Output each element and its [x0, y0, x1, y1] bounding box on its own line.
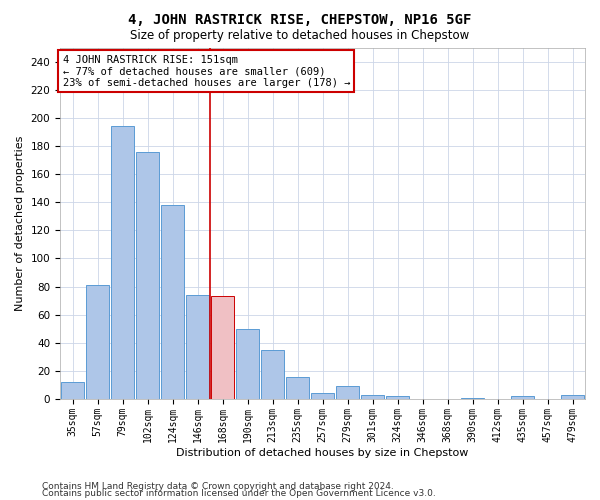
- Bar: [136, 152, 159, 399]
- Bar: [511, 396, 534, 399]
- Bar: [236, 328, 259, 399]
- Bar: [61, 382, 84, 399]
- Text: Contains HM Land Registry data © Crown copyright and database right 2024.: Contains HM Land Registry data © Crown c…: [42, 482, 394, 491]
- Text: 4, JOHN RASTRICK RISE, CHEPSTOW, NP16 5GF: 4, JOHN RASTRICK RISE, CHEPSTOW, NP16 5G…: [128, 12, 472, 26]
- Text: 4 JOHN RASTRICK RISE: 151sqm
← 77% of detached houses are smaller (609)
23% of s: 4 JOHN RASTRICK RISE: 151sqm ← 77% of de…: [62, 54, 350, 88]
- Bar: [386, 396, 409, 399]
- Bar: [311, 394, 334, 399]
- Text: Size of property relative to detached houses in Chepstow: Size of property relative to detached ho…: [130, 29, 470, 42]
- Y-axis label: Number of detached properties: Number of detached properties: [15, 136, 25, 311]
- Bar: [186, 295, 209, 399]
- Bar: [161, 205, 184, 399]
- Bar: [336, 386, 359, 399]
- X-axis label: Distribution of detached houses by size in Chepstow: Distribution of detached houses by size …: [176, 448, 469, 458]
- Bar: [86, 285, 109, 399]
- Bar: [461, 398, 484, 399]
- Bar: [361, 395, 384, 399]
- Bar: [561, 395, 584, 399]
- Bar: [111, 126, 134, 399]
- Bar: [261, 350, 284, 399]
- Bar: [286, 376, 309, 399]
- Text: Contains public sector information licensed under the Open Government Licence v3: Contains public sector information licen…: [42, 489, 436, 498]
- Bar: [211, 296, 234, 399]
